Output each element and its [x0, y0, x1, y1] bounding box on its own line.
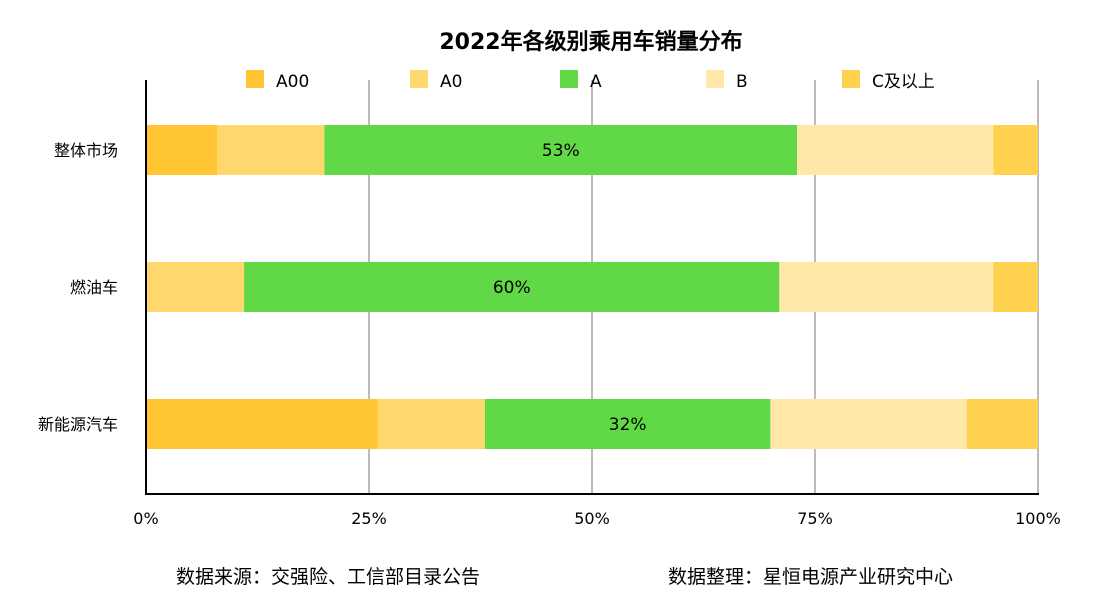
bar-C及以上-燃油车: [993, 262, 1038, 312]
x-tick-label: 50%: [574, 509, 610, 528]
bar-A0-燃油车: [146, 262, 245, 312]
x-tick-label: 0%: [133, 509, 158, 528]
compiled-by-note: 数据整理：星恒电源产业研究中心: [668, 566, 954, 588]
legend-swatch-A00: [246, 70, 264, 88]
legend-swatch-C及以上: [842, 70, 860, 88]
legend-label: B: [736, 72, 748, 92]
category-label: 燃油车: [70, 278, 118, 297]
bar-A-燃油车: [244, 262, 780, 312]
category-label: 整体市场: [54, 141, 118, 160]
legend-label: A0: [440, 72, 462, 92]
data-label: 53%: [542, 141, 580, 161]
x-tick-label: 25%: [351, 509, 387, 528]
bar-A0-新能源汽车: [377, 399, 485, 449]
legend-label: A: [590, 72, 602, 92]
legend-swatch-A0: [410, 70, 428, 88]
legend-label: A00: [276, 72, 309, 92]
chart-title: 2022年各级别乘用车销量分布: [439, 29, 742, 55]
legend-label: C及以上: [872, 72, 935, 92]
category-label: 新能源汽车: [38, 415, 118, 434]
bar-A0-整体市场: [217, 125, 325, 175]
legend: A00 A0 A B C及以上: [246, 70, 935, 92]
bar-C及以上-整体市场: [993, 125, 1038, 175]
x-tick-label: 75%: [797, 509, 833, 528]
bars: 53% 60% 32%: [146, 125, 1038, 449]
bar-A00-整体市场: [146, 125, 218, 175]
bar-B-燃油车: [779, 262, 994, 312]
bar-A00-新能源汽车: [146, 399, 378, 449]
source-note: 数据来源：交强险、工信部目录公告: [176, 566, 481, 588]
bar-B-新能源汽车: [770, 399, 967, 449]
x-tick-label: 100%: [1015, 509, 1061, 528]
data-label: 32%: [609, 415, 647, 435]
bar-A-整体市场: [324, 125, 798, 175]
bar-B-整体市场: [797, 125, 994, 175]
bar-C及以上-新能源汽车: [966, 399, 1038, 449]
data-label: 60%: [493, 278, 531, 298]
legend-swatch-A: [560, 70, 578, 88]
legend-swatch-B: [706, 70, 724, 88]
bar-A-新能源汽车: [484, 399, 771, 449]
